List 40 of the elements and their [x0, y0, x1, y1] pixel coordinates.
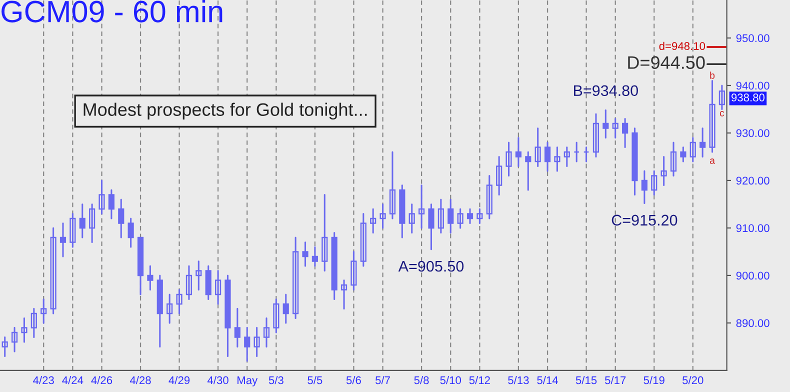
y-tick-label: 900.00 — [736, 272, 770, 280]
chart-title: GCM09 - 60 min — [2, 0, 222, 22]
candlestick — [583, 146, 590, 162]
x-tick-label: 5/13 — [508, 376, 529, 384]
ref-line-label: D=944.50 — [628, 56, 705, 69]
x-tick-label: 5/15 — [576, 376, 597, 384]
annotation: C=915.20 — [612, 214, 678, 226]
x-tick-label: May — [238, 376, 258, 386]
x-tick-label: 4/23 — [33, 376, 54, 384]
x-tick-label: 4/29 — [168, 376, 190, 384]
x-tick-label: 5/14 — [537, 376, 558, 384]
y-tick-label: 910.00 — [736, 224, 770, 232]
candlestick — [574, 142, 580, 162]
x-tick-label: 4/24 — [62, 376, 84, 384]
y-tick-label: 920.00 — [736, 176, 770, 185]
x-tick-label: 5/5 — [308, 376, 322, 384]
y-tick-label: 940.00 — [736, 82, 770, 90]
ref-line-label: d=948.10 — [659, 42, 706, 50]
x-tick-label: 5/3 — [268, 376, 284, 384]
annotation: A=905.50 — [398, 260, 464, 272]
x-tick-label: 5/12 — [469, 376, 490, 384]
x-tick-label: 5/7 — [376, 376, 390, 384]
annotation: Modest prospects for Gold tonight... — [84, 102, 367, 120]
annotation: b — [710, 72, 715, 79]
x-tick-label: 5/6 — [346, 376, 361, 384]
y-tick-label: 890.00 — [736, 319, 770, 328]
annotation: a — [710, 158, 715, 164]
x-tick-label: 4/26 — [91, 376, 112, 384]
x-tick-label: 5/8 — [414, 376, 429, 384]
x-tick-label: 5/20 — [682, 376, 704, 384]
x-tick-label: 5/17 — [604, 376, 626, 384]
annotation: c — [720, 111, 724, 116]
text: 938.80 — [731, 94, 765, 102]
x-tick-label: 5/19 — [644, 376, 664, 384]
x-tick-label: 4/30 — [207, 376, 228, 384]
x-tick-label: 4/28 — [130, 376, 151, 384]
annotation: B=934.80 — [574, 85, 638, 96]
x-tick-label: 5/10 — [440, 376, 461, 384]
y-tick-label: 930.00 — [736, 129, 770, 138]
y-tick-label: 950.00 — [736, 34, 770, 42]
